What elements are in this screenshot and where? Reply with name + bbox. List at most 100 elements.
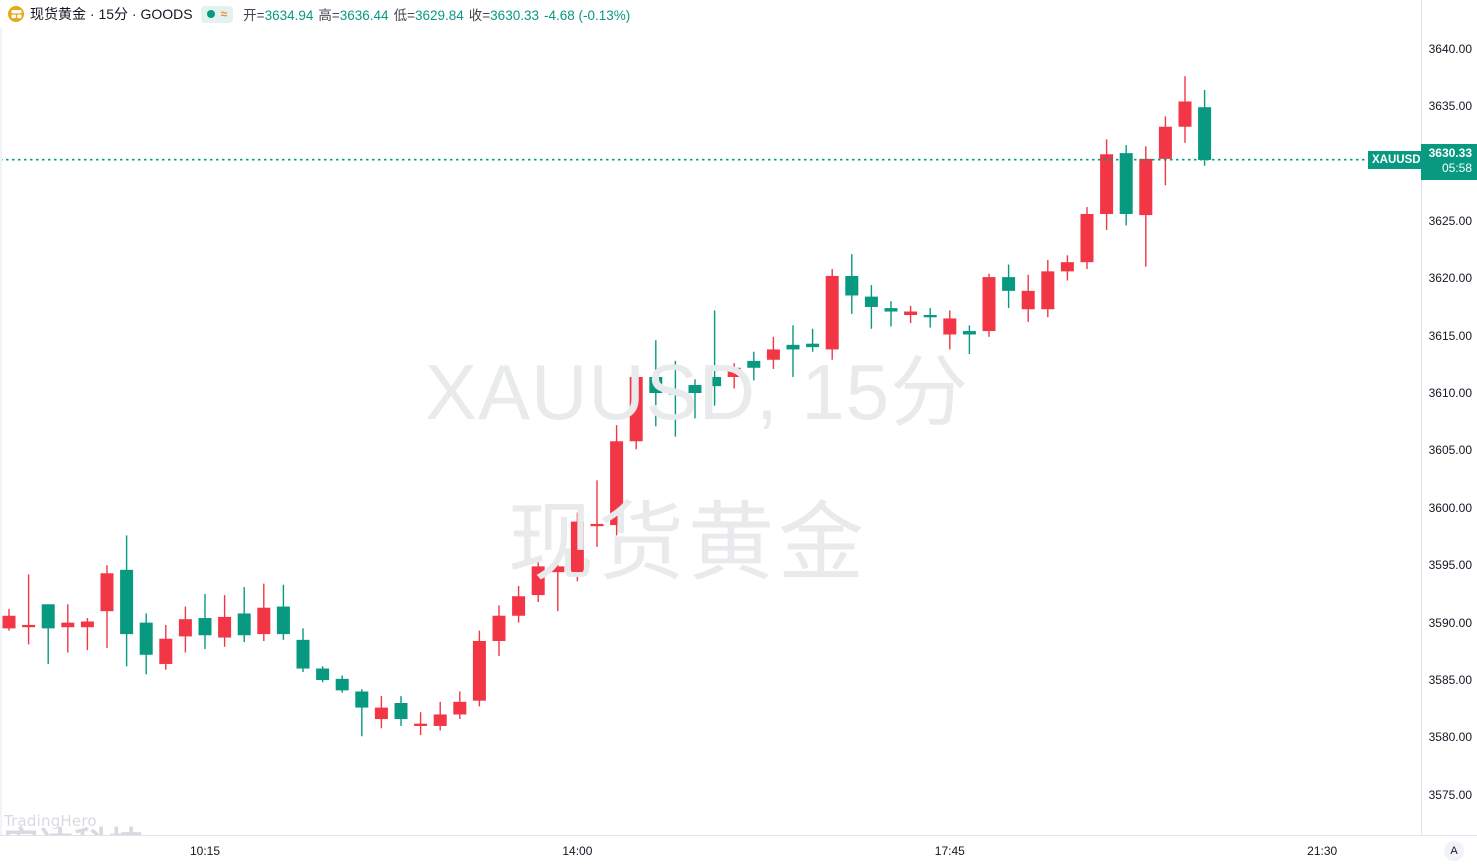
price-axis-tick: 3600.00 (1428, 500, 1472, 515)
gold-bar-icon (8, 6, 24, 22)
ohlc-low-label: 低= (393, 8, 415, 23)
candle (629, 366, 643, 450)
candle (1041, 259, 1055, 318)
candle (139, 613, 153, 675)
candle (41, 604, 55, 664)
price-axis-tick: 3585.00 (1428, 673, 1472, 688)
candle (1060, 255, 1074, 281)
candle (1100, 139, 1114, 231)
candle (962, 325, 976, 355)
time-axis-tick: 21:30 (1307, 844, 1338, 858)
candle (708, 310, 722, 406)
legend-status-badge[interactable]: ≈ (200, 5, 234, 23)
current-price-tag[interactable]: 3630.33 05:58 (1421, 143, 1477, 180)
ohlc-close-label: 收= (468, 8, 491, 23)
candle (864, 285, 878, 329)
price-axis-tick: 3595.00 (1428, 558, 1472, 573)
time-axis-tick: 10:15 (189, 844, 221, 858)
candle (492, 605, 506, 656)
price-axis-tick: 3620.00 (1428, 271, 1472, 286)
price-axis-tick: 3615.00 (1428, 328, 1472, 343)
time-axis-tick: 14:00 (562, 844, 593, 858)
time-axis-tick: 17:45 (934, 844, 965, 858)
candle (433, 701, 447, 731)
candle (1178, 76, 1192, 143)
ohlc-low-value: 3629.84 (414, 8, 464, 23)
candle (218, 595, 232, 647)
price-axis-tick: 3605.00 (1428, 443, 1472, 458)
price-axis[interactable]: 3640.003635.003630.003625.003620.003615.… (1421, 0, 1477, 835)
candle (1002, 264, 1016, 309)
candle (570, 512, 584, 582)
candle (1158, 116, 1172, 186)
candle (414, 712, 428, 736)
candle (668, 360, 682, 437)
price-axis-tick: 3590.00 (1428, 615, 1472, 630)
brand-logo-en: TradingHero (4, 812, 97, 830)
price-line-symbol-tag: XAUUSD (1368, 150, 1425, 169)
candle (355, 689, 369, 737)
candle (943, 310, 957, 350)
ohlc-high-label: 高= (318, 8, 340, 23)
candle (335, 675, 349, 693)
price-axis-tick: 3640.00 (1428, 41, 1472, 56)
candle (884, 301, 898, 327)
candle (296, 628, 310, 672)
candle (276, 584, 290, 640)
candle (472, 630, 486, 707)
candle (610, 425, 624, 536)
candle (120, 535, 134, 667)
price-axis-tick: 3575.00 (1428, 787, 1472, 802)
ohlc-values: 开=3634.94 高=3636.44 低=3629.84 收=3630.33 -4.6… (243, 4, 630, 24)
candle (1119, 145, 1133, 226)
price-axis-tick: 3580.00 (1428, 730, 1472, 745)
candle (453, 691, 467, 720)
auto-scale-badge[interactable]: A (1444, 841, 1464, 861)
ohlc-open-value: 3634.94 (264, 8, 314, 23)
candle (727, 363, 741, 389)
candle (61, 604, 75, 653)
symbol-title[interactable]: 现货黄金 · 15分 · GOODS (30, 6, 193, 22)
ohlc-high-value: 3636.44 (339, 8, 389, 23)
candles-svg (0, 76, 1421, 737)
candle (257, 583, 271, 641)
candle (551, 560, 565, 612)
status-dot-icon (206, 10, 215, 18)
candle (531, 558, 545, 602)
approx-icon: ≈ (220, 7, 228, 21)
candle (1021, 274, 1035, 322)
bar-countdown: 05:58 (1441, 160, 1472, 175)
candle (198, 593, 212, 650)
left-gutter (0, 28, 2, 835)
price-axis-tick: 3625.00 (1428, 213, 1472, 228)
time-axis[interactable]: A 10:15 14:00 17:45 21:30 (0, 835, 1477, 865)
candle (747, 351, 761, 381)
candle (806, 328, 820, 352)
ohlc-close-value: 3630.33 (490, 8, 539, 23)
candle (1139, 146, 1153, 267)
candle (237, 587, 251, 643)
candle (923, 308, 937, 328)
candle (786, 325, 800, 377)
candle (159, 624, 173, 670)
ohlc-open-label: 开= (243, 8, 265, 23)
candle (22, 574, 36, 645)
candle (1198, 89, 1212, 166)
candle (904, 305, 918, 324)
candle (649, 340, 663, 427)
candle (80, 618, 94, 651)
candle (374, 696, 388, 729)
price-axis-tick: 3635.00 (1428, 99, 1472, 114)
candle (825, 269, 839, 360)
candle (1080, 207, 1094, 270)
ohlc-change-value: -4.68 (-0.13%) (543, 8, 631, 23)
price-axis-tick: 3610.00 (1428, 386, 1472, 401)
candle (100, 565, 114, 648)
candle (178, 606, 192, 653)
candlestick-plot[interactable] (0, 28, 1421, 835)
candle (845, 254, 859, 314)
candle (766, 336, 780, 369)
candle (2, 608, 16, 631)
candle (512, 585, 526, 623)
